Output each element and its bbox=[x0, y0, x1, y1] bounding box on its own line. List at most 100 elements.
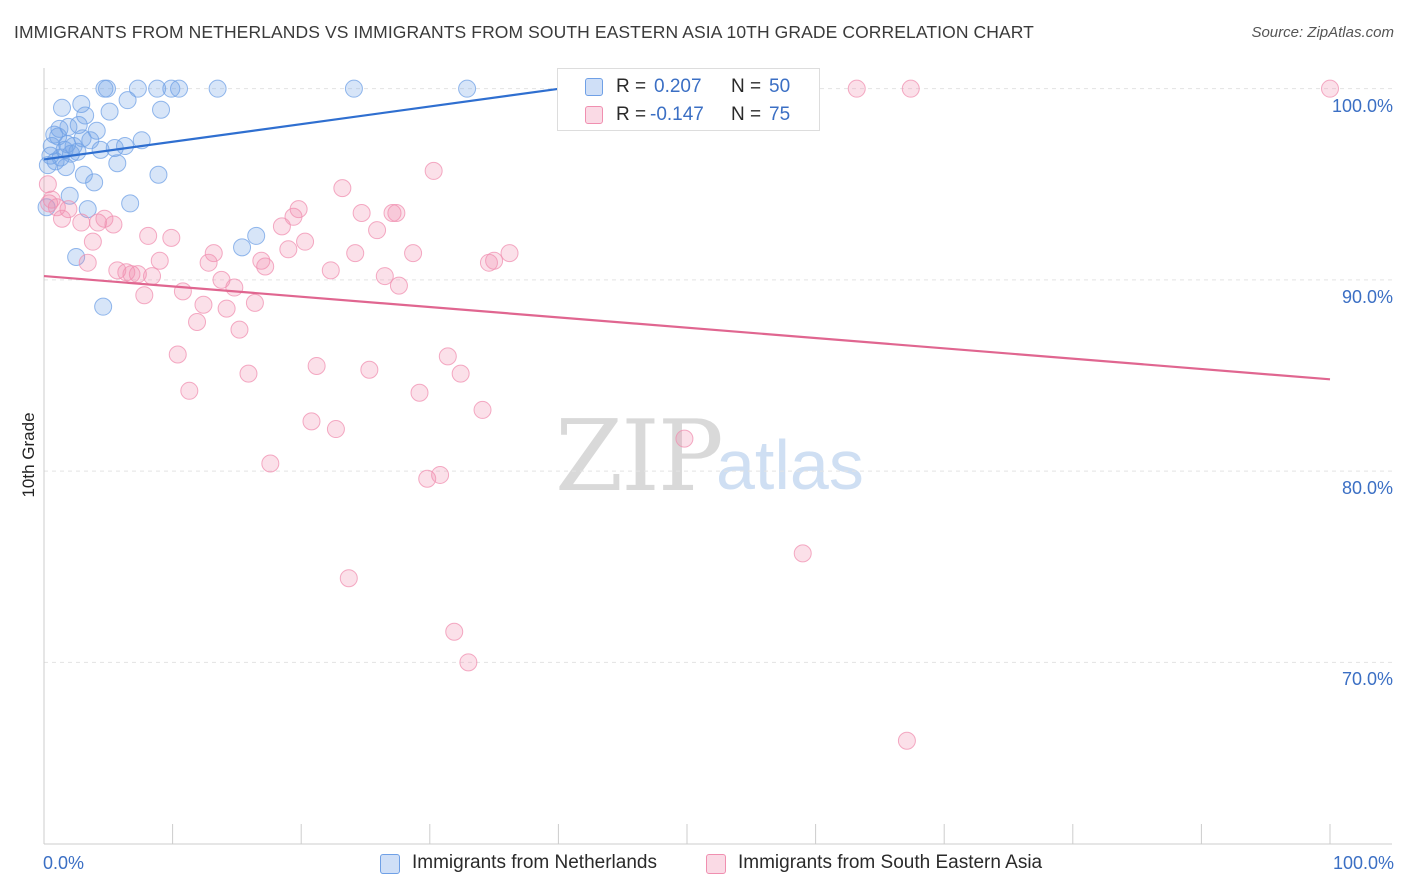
point-netherlands bbox=[170, 79, 189, 98]
point-netherlands bbox=[344, 79, 363, 98]
point-south-eastern-asia bbox=[383, 203, 402, 222]
point-south-eastern-asia bbox=[389, 276, 408, 295]
point-netherlands bbox=[69, 116, 88, 135]
chart-title: IMMIGRANTS FROM NETHERLANDS VS IMMIGRANT… bbox=[14, 22, 1034, 42]
point-south-eastern-asia bbox=[901, 79, 920, 98]
point-south-eastern-asia bbox=[387, 203, 406, 222]
trend-line-south-eastern-asia bbox=[43, 274, 1331, 381]
trend-line-netherlands bbox=[43, 87, 560, 161]
point-south-eastern-asia bbox=[59, 200, 78, 219]
point-south-eastern-asia bbox=[108, 261, 127, 280]
point-south-eastern-asia bbox=[438, 347, 457, 366]
point-netherlands bbox=[56, 158, 75, 177]
legend-r-value: -0.147 bbox=[650, 104, 704, 125]
series-label-netherlands: Immigrants from Netherlands bbox=[412, 852, 657, 873]
point-south-eastern-asia bbox=[256, 257, 275, 276]
y-axis-label: 10th Grade bbox=[19, 412, 38, 498]
point-south-eastern-asia bbox=[431, 465, 450, 484]
point-south-eastern-asia bbox=[404, 244, 423, 263]
point-south-eastern-asia bbox=[204, 244, 223, 263]
point-south-eastern-asia bbox=[675, 429, 694, 448]
point-netherlands bbox=[76, 106, 95, 125]
point-netherlands bbox=[98, 79, 117, 98]
point-south-eastern-asia bbox=[410, 383, 429, 402]
point-south-eastern-asia bbox=[245, 293, 264, 312]
point-netherlands bbox=[118, 91, 137, 110]
point-south-eastern-asia bbox=[188, 312, 207, 331]
point-south-eastern-asia bbox=[897, 731, 916, 750]
point-south-eastern-asia bbox=[289, 200, 308, 219]
point-netherlands bbox=[233, 238, 252, 257]
point-netherlands bbox=[53, 98, 72, 117]
legend-row-south-eastern-asia: R = -0.147 N = 75 bbox=[558, 101, 819, 129]
legend-row-netherlands: R = 0.207 N = 50 bbox=[558, 73, 819, 101]
point-south-eastern-asia bbox=[485, 251, 504, 270]
point-netherlands bbox=[162, 79, 181, 98]
point-south-eastern-asia bbox=[261, 454, 280, 473]
point-south-eastern-asia bbox=[194, 295, 213, 314]
point-south-eastern-asia bbox=[272, 217, 291, 236]
point-south-eastern-asia bbox=[451, 364, 470, 383]
point-netherlands bbox=[74, 165, 93, 184]
point-south-eastern-asia bbox=[230, 320, 249, 339]
point-south-eastern-asia bbox=[459, 653, 478, 672]
point-south-eastern-asia bbox=[360, 360, 379, 379]
y-tick-label: 80.0% bbox=[1341, 478, 1393, 499]
point-south-eastern-asia bbox=[104, 215, 123, 234]
x-tick-label: 0.0% bbox=[43, 853, 85, 873]
y-tick-label: 70.0% bbox=[1341, 669, 1393, 690]
point-netherlands bbox=[247, 226, 266, 245]
legend-r-label: R = bbox=[616, 76, 647, 97]
point-south-eastern-asia bbox=[38, 175, 57, 194]
point-netherlands bbox=[108, 154, 127, 173]
watermark-zip: ZIP bbox=[555, 400, 724, 514]
legend-n-label: N = bbox=[731, 104, 762, 125]
point-netherlands bbox=[152, 100, 171, 119]
point-south-eastern-asia bbox=[296, 232, 315, 251]
correlation-legend: R = 0.207 N = 50 R = -0.147 N = 75 bbox=[557, 68, 820, 131]
legend-n-value: 50 bbox=[769, 76, 791, 97]
legend-r-value: 0.207 bbox=[654, 76, 702, 97]
point-south-eastern-asia bbox=[239, 364, 258, 383]
point-south-eastern-asia bbox=[150, 251, 169, 270]
point-south-eastern-asia bbox=[424, 161, 443, 180]
watermark-atlas: atlas bbox=[716, 426, 864, 504]
point-netherlands bbox=[128, 79, 147, 98]
point-south-eastern-asia bbox=[42, 190, 61, 209]
point-south-eastern-asia bbox=[375, 267, 394, 286]
point-south-eastern-asia bbox=[168, 345, 187, 364]
legend-n-value: 75 bbox=[769, 104, 791, 125]
point-south-eastern-asia bbox=[95, 209, 114, 228]
point-netherlands bbox=[121, 194, 140, 213]
series-swatch-south-eastern-asia bbox=[706, 854, 726, 874]
point-netherlands bbox=[68, 142, 87, 161]
point-south-eastern-asia bbox=[162, 228, 181, 247]
point-south-eastern-asia bbox=[199, 253, 218, 272]
point-netherlands bbox=[100, 102, 119, 121]
x-tick-label: 100.0% bbox=[1332, 853, 1394, 873]
point-south-eastern-asia bbox=[326, 420, 345, 439]
point-netherlands bbox=[73, 129, 92, 148]
point-south-eastern-asia bbox=[135, 286, 154, 305]
point-south-eastern-asia bbox=[78, 253, 97, 272]
point-netherlands bbox=[72, 94, 91, 113]
point-south-eastern-asia bbox=[279, 240, 298, 259]
point-south-eastern-asia bbox=[302, 412, 321, 431]
point-netherlands bbox=[45, 125, 64, 144]
point-south-eastern-asia bbox=[173, 282, 192, 301]
point-netherlands bbox=[208, 79, 227, 98]
point-south-eastern-asia bbox=[143, 267, 162, 286]
point-south-eastern-asia bbox=[339, 569, 358, 588]
point-south-eastern-asia bbox=[500, 244, 519, 263]
point-south-eastern-asia bbox=[473, 400, 492, 419]
point-south-eastern-asia bbox=[53, 209, 72, 228]
y-tick-label: 100.0% bbox=[1331, 95, 1393, 116]
point-south-eastern-asia bbox=[307, 356, 326, 375]
point-south-eastern-asia bbox=[445, 622, 464, 641]
point-netherlands bbox=[85, 173, 104, 192]
point-south-eastern-asia bbox=[368, 221, 387, 240]
point-south-eastern-asia bbox=[139, 226, 158, 245]
point-netherlands bbox=[149, 165, 168, 184]
point-netherlands bbox=[94, 297, 113, 316]
